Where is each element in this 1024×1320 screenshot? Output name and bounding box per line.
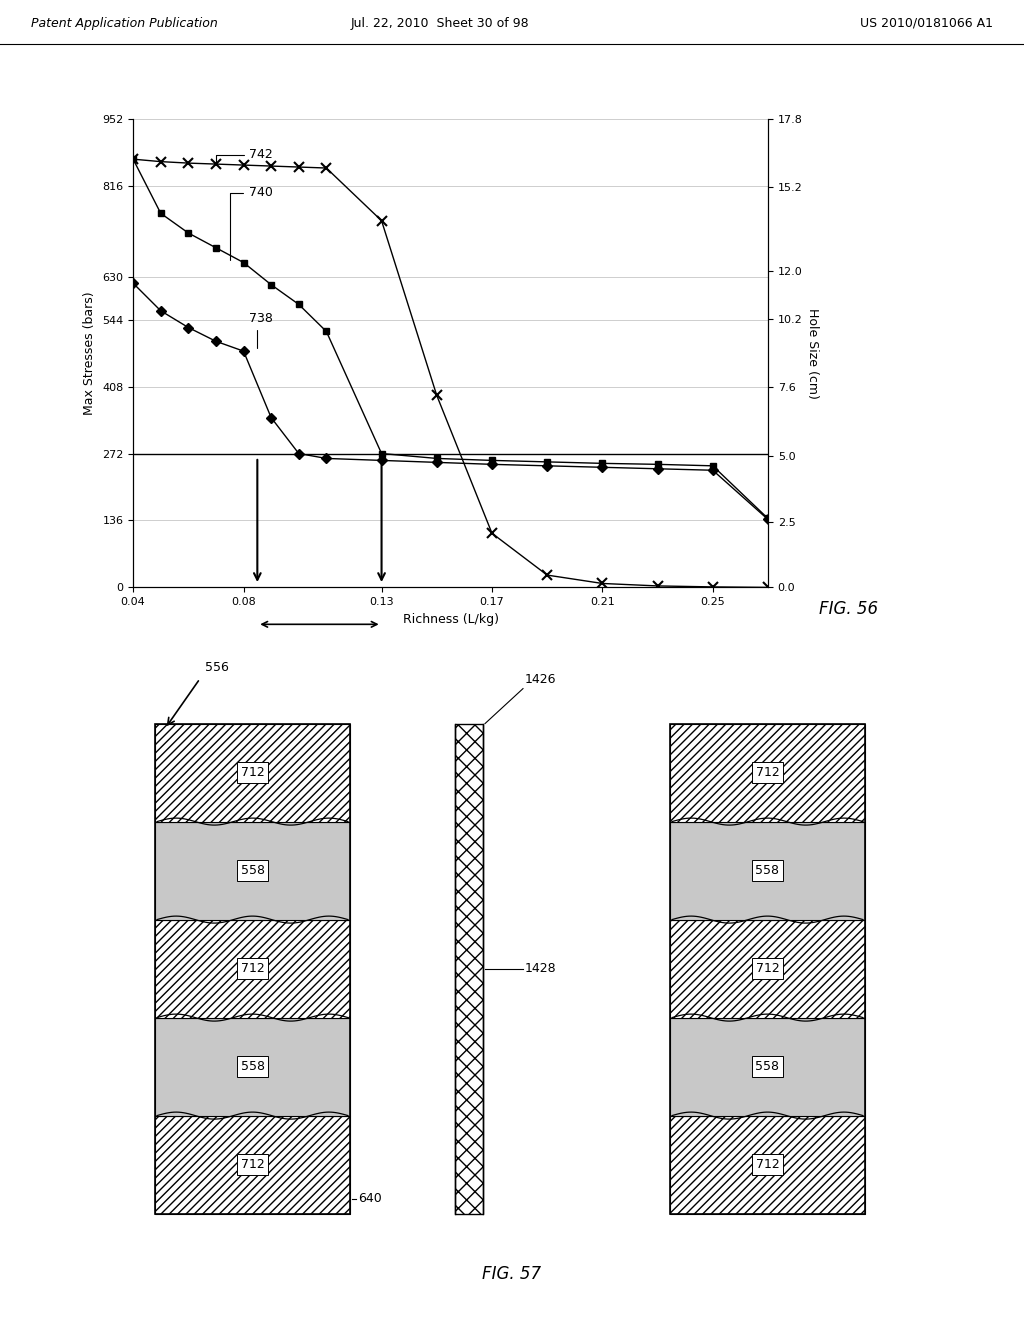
Y-axis label: Max Stresses (bars): Max Stresses (bars) (84, 292, 96, 414)
Bar (155, 821, 350, 920)
Text: FIG. 56: FIG. 56 (819, 599, 879, 618)
Text: Jul. 22, 2010  Sheet 30 of 98: Jul. 22, 2010 Sheet 30 of 98 (351, 17, 529, 29)
Text: FIG. 57: FIG. 57 (482, 1265, 542, 1283)
Bar (155, 1018, 350, 1115)
Bar (155, 821, 350, 920)
Text: 738: 738 (249, 312, 273, 348)
Bar (155, 723, 350, 1213)
Text: 558: 558 (756, 865, 779, 876)
Text: 1426: 1426 (525, 673, 556, 685)
Bar (670, 821, 865, 920)
Text: 712: 712 (241, 766, 264, 779)
Text: 712: 712 (241, 1158, 264, 1171)
Bar (155, 1115, 350, 1213)
Text: 712: 712 (756, 962, 779, 975)
Text: 640: 640 (358, 1192, 382, 1205)
Bar (455, 723, 483, 1213)
Text: 558: 558 (241, 865, 264, 876)
Bar (670, 1018, 865, 1115)
Text: Patent Application Publication: Patent Application Publication (31, 17, 217, 29)
Bar (155, 1018, 350, 1115)
Text: 558: 558 (241, 1060, 264, 1073)
Text: 1428: 1428 (525, 962, 557, 975)
X-axis label: Richness (L/kg): Richness (L/kg) (402, 612, 499, 626)
Bar (155, 920, 350, 1018)
Text: 712: 712 (241, 962, 264, 975)
Bar (670, 723, 865, 1213)
Bar (155, 723, 350, 821)
Text: 712: 712 (756, 766, 779, 779)
Text: 558: 558 (756, 1060, 779, 1073)
Y-axis label: Hole Size (cm): Hole Size (cm) (806, 308, 819, 399)
Text: 742: 742 (216, 148, 272, 164)
Text: 740: 740 (229, 186, 273, 260)
Bar (670, 723, 865, 821)
Bar (670, 1115, 865, 1213)
Bar (670, 821, 865, 920)
Text: 712: 712 (756, 1158, 779, 1171)
Text: 556: 556 (205, 660, 229, 673)
Bar (670, 1018, 865, 1115)
Bar (670, 920, 865, 1018)
Text: US 2010/0181066 A1: US 2010/0181066 A1 (860, 17, 993, 29)
